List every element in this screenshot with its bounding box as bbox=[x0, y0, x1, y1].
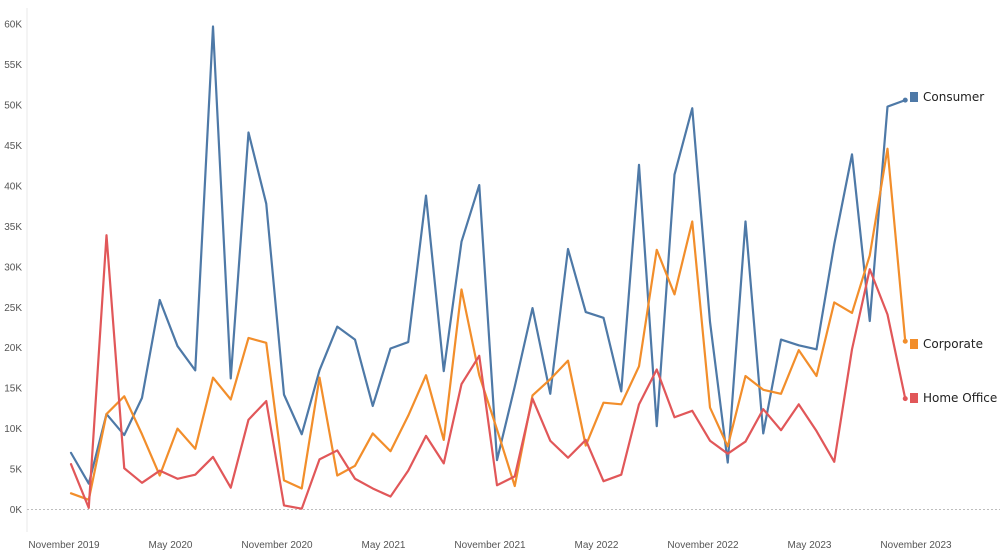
series-lines bbox=[69, 25, 908, 510]
y-tick-label: 20K bbox=[4, 343, 22, 354]
x-tick-label: November 2021 bbox=[454, 540, 526, 551]
legend-label-home-office: Home Office bbox=[923, 391, 997, 405]
y-tick-label: 10K bbox=[4, 424, 22, 435]
y-tick-label: 35K bbox=[4, 222, 22, 233]
series-endpoint-home-office bbox=[902, 396, 908, 402]
legend-label-consumer: Consumer bbox=[923, 90, 984, 104]
series-line-home-office bbox=[69, 234, 907, 510]
y-tick-label: 25K bbox=[4, 303, 22, 314]
y-tick-label: 5K bbox=[10, 465, 23, 476]
y-tick-label: 30K bbox=[4, 262, 22, 273]
x-tick-label: May 2023 bbox=[788, 540, 832, 551]
legend-label-corporate: Corporate bbox=[923, 337, 983, 351]
series-endpoint-consumer bbox=[902, 97, 908, 103]
y-tick-label: 55K bbox=[4, 60, 22, 71]
y-tick-label: 15K bbox=[4, 384, 22, 395]
legend: Consumer Corporate Home Office bbox=[910, 90, 997, 405]
legend-swatch-corporate bbox=[910, 339, 918, 349]
x-axis-ticks: November 2019 May 2020 November 2020 May 20… bbox=[28, 540, 952, 551]
y-axis-ticks: 0K 5K 10K 15K 20K 25K 30K 35K 40K 45K 50K 55K 60K bbox=[4, 20, 22, 516]
y-tick-label: 60K bbox=[4, 20, 22, 31]
x-tick-label: May 2020 bbox=[149, 540, 193, 551]
series-line-corporate bbox=[69, 147, 907, 501]
x-tick-label: November 2022 bbox=[667, 540, 739, 551]
y-tick-label: 40K bbox=[4, 181, 22, 192]
legend-swatch-home-office bbox=[910, 393, 918, 403]
x-tick-label: November 2020 bbox=[241, 540, 313, 551]
x-tick-label: November 2019 bbox=[28, 540, 100, 551]
y-tick-label: 45K bbox=[4, 141, 22, 152]
x-tick-label: November 2023 bbox=[880, 540, 952, 551]
legend-swatch-consumer bbox=[910, 92, 918, 102]
series-line-consumer bbox=[69, 25, 907, 485]
series-endpoint-corporate bbox=[902, 338, 908, 344]
x-tick-label: May 2021 bbox=[362, 540, 406, 551]
x-tick-label: May 2022 bbox=[575, 540, 619, 551]
y-tick-label: 0K bbox=[10, 505, 23, 516]
y-tick-label: 50K bbox=[4, 101, 22, 112]
